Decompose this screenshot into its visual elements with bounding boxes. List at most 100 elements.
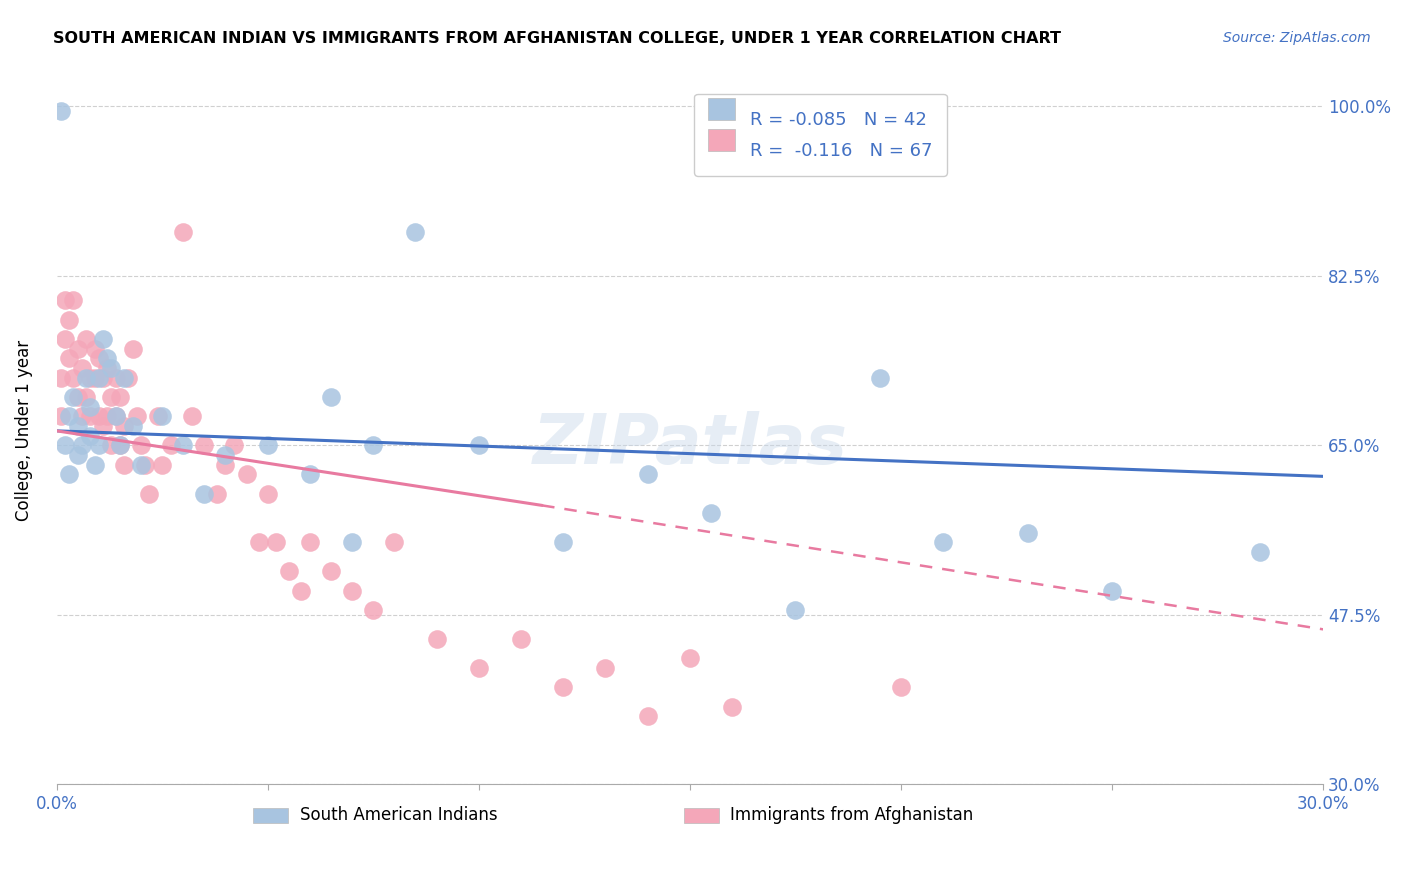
Point — [87, 351, 110, 366]
Point — [700, 506, 723, 520]
Text: ZIPatlas: ZIPatlas — [533, 411, 848, 478]
Point — [96, 360, 118, 375]
Point — [79, 400, 101, 414]
Point — [104, 409, 127, 424]
Point — [235, 467, 257, 482]
Point — [214, 448, 236, 462]
Point — [256, 487, 278, 501]
Point — [83, 370, 105, 384]
Point — [129, 458, 152, 472]
Point — [637, 467, 659, 482]
Point — [58, 467, 80, 482]
Point — [150, 409, 173, 424]
Point — [193, 487, 215, 501]
Point — [70, 409, 93, 424]
Point — [138, 487, 160, 501]
Point — [112, 419, 135, 434]
Point — [468, 438, 491, 452]
Text: South American Indians: South American Indians — [299, 806, 498, 824]
Point — [91, 419, 114, 434]
Legend: R = -0.085   N = 42, R =  -0.116   N = 67: R = -0.085 N = 42, R = -0.116 N = 67 — [695, 94, 946, 176]
Point — [91, 332, 114, 346]
Point — [150, 458, 173, 472]
Point — [129, 438, 152, 452]
Point — [319, 390, 342, 404]
Point — [58, 409, 80, 424]
Point — [553, 535, 575, 549]
Point — [62, 390, 84, 404]
Point — [277, 564, 299, 578]
Point — [108, 438, 131, 452]
Point — [121, 419, 143, 434]
Point — [785, 603, 807, 617]
Point — [83, 342, 105, 356]
FancyBboxPatch shape — [683, 807, 718, 823]
Point — [108, 438, 131, 452]
Point — [79, 409, 101, 424]
Point — [193, 438, 215, 452]
Point — [66, 419, 89, 434]
Point — [79, 428, 101, 442]
Point — [361, 438, 384, 452]
Point — [100, 360, 122, 375]
Point — [75, 390, 97, 404]
Point — [382, 535, 405, 549]
Point — [70, 360, 93, 375]
Point — [595, 661, 617, 675]
Point — [100, 438, 122, 452]
Point — [319, 564, 342, 578]
Point — [53, 293, 76, 307]
Point — [553, 681, 575, 695]
Point — [91, 370, 114, 384]
Point — [869, 370, 891, 384]
Point — [96, 409, 118, 424]
Point — [510, 632, 533, 646]
Point — [340, 583, 363, 598]
Point — [1101, 583, 1123, 598]
Point — [70, 438, 93, 452]
Point — [180, 409, 202, 424]
Point — [49, 370, 72, 384]
Point — [125, 409, 148, 424]
Point — [62, 370, 84, 384]
Point — [53, 332, 76, 346]
Point — [53, 438, 76, 452]
Point — [117, 370, 139, 384]
Point — [340, 535, 363, 549]
Point — [361, 603, 384, 617]
Point — [134, 458, 156, 472]
Point — [256, 438, 278, 452]
Point — [87, 370, 110, 384]
Point — [87, 438, 110, 452]
Point — [404, 225, 426, 239]
Point — [637, 709, 659, 723]
Text: Immigrants from Afghanistan: Immigrants from Afghanistan — [730, 806, 973, 824]
Point — [222, 438, 245, 452]
Point — [205, 487, 228, 501]
Point — [66, 448, 89, 462]
Point — [247, 535, 270, 549]
Point — [932, 535, 955, 549]
Point — [104, 409, 127, 424]
Point — [75, 370, 97, 384]
Point — [79, 370, 101, 384]
Point — [172, 225, 194, 239]
Point — [426, 632, 449, 646]
Point — [62, 293, 84, 307]
Point — [890, 681, 912, 695]
Point — [108, 390, 131, 404]
Point — [75, 332, 97, 346]
Point — [83, 458, 105, 472]
Point — [49, 104, 72, 119]
Point — [172, 438, 194, 452]
Point — [298, 467, 321, 482]
Point — [104, 370, 127, 384]
Point — [66, 342, 89, 356]
Point — [721, 699, 744, 714]
Point — [58, 312, 80, 326]
Point — [96, 351, 118, 366]
Y-axis label: College, Under 1 year: College, Under 1 year — [15, 340, 32, 522]
Text: Source: ZipAtlas.com: Source: ZipAtlas.com — [1223, 31, 1371, 45]
Text: SOUTH AMERICAN INDIAN VS IMMIGRANTS FROM AFGHANISTAN COLLEGE, UNDER 1 YEAR CORRE: SOUTH AMERICAN INDIAN VS IMMIGRANTS FROM… — [53, 31, 1062, 46]
Point — [66, 390, 89, 404]
